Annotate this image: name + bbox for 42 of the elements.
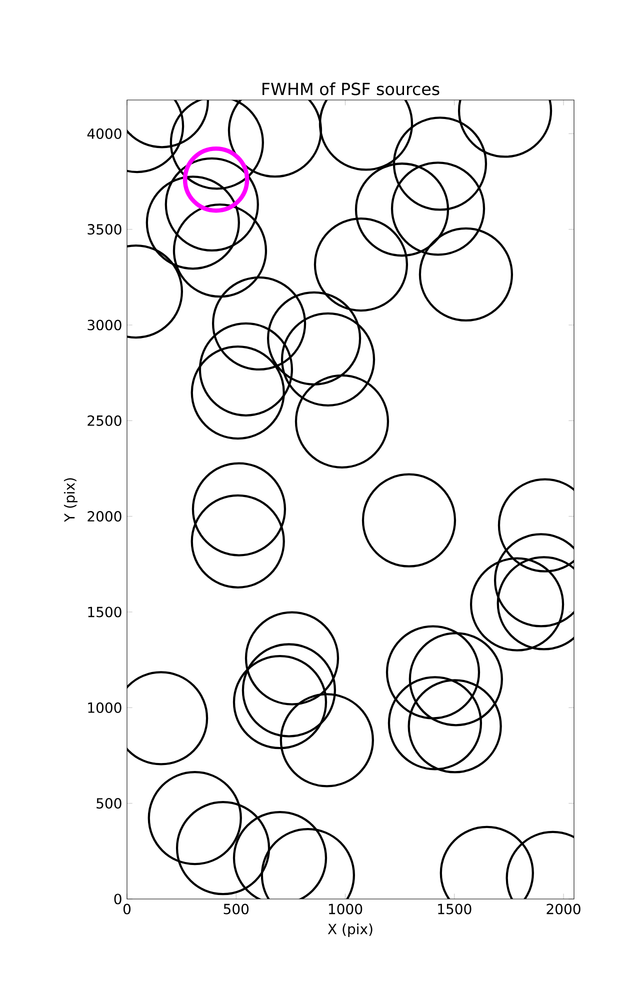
point [244, 611, 340, 706]
point [408, 632, 503, 726]
x-tick-label: 2000 [546, 904, 580, 914]
point [294, 374, 390, 469]
x-axis-title: X (pix) [328, 923, 372, 937]
point [470, 557, 564, 652]
y-tick-label: 1500 [88, 606, 122, 618]
x-tick-label: 1000 [328, 904, 362, 914]
point [354, 162, 450, 257]
point [198, 322, 294, 416]
y-tick-label: 1000 [88, 702, 122, 713]
point [408, 679, 502, 774]
point [388, 676, 482, 770]
point [242, 643, 336, 738]
point [280, 312, 376, 407]
x-tick-label: 500 [224, 904, 249, 914]
y-tick-label: 3000 [88, 320, 122, 330]
point [212, 276, 306, 371]
point [280, 693, 374, 788]
point [418, 227, 514, 322]
y-axis-title: Y (pix) [64, 478, 78, 522]
point [362, 473, 456, 568]
y-tick-label: 3500 [88, 224, 122, 235]
point [232, 655, 328, 750]
chart-title: FWHM of PSF sources [262, 82, 440, 96]
point [314, 217, 408, 312]
point [192, 462, 286, 556]
point [266, 291, 362, 386]
y-tick-label: 2000 [88, 511, 122, 522]
x-tick-label: 1500 [438, 904, 472, 914]
point [176, 801, 270, 896]
point [190, 345, 285, 440]
point [148, 770, 242, 866]
point [392, 116, 488, 211]
y-tick-label: 4000 [87, 128, 122, 139]
y-tick-label: 500 [96, 798, 122, 809]
y-tick-label: 0 [114, 894, 122, 904]
point [190, 494, 285, 588]
point [390, 162, 486, 256]
point [386, 625, 480, 720]
y-tick-label: 2500 [88, 415, 122, 426]
x-tick-label: 0 [123, 904, 131, 914]
